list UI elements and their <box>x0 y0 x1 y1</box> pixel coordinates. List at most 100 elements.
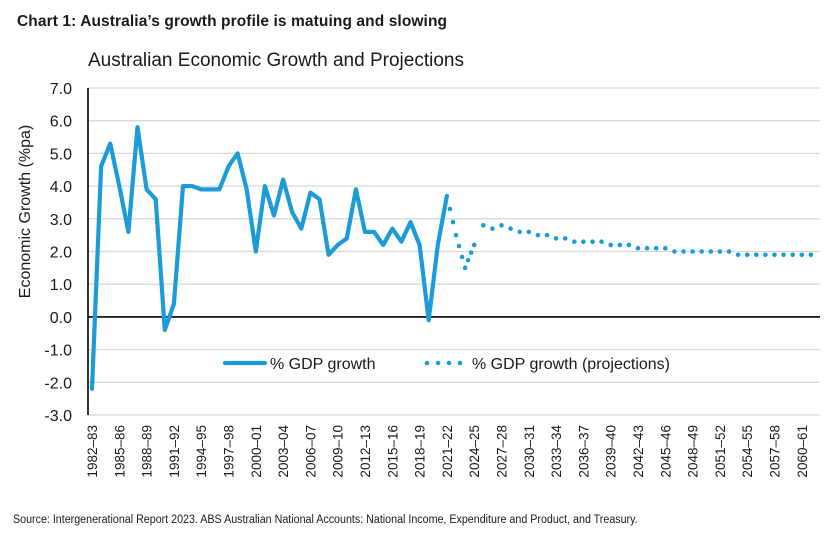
data-point-projection <box>535 232 541 238</box>
y-tick-label: -2.0 <box>44 375 72 392</box>
figure-heading: Chart 1: Australia’s growth profile is m… <box>17 13 448 30</box>
x-tick-label: 2057–58 <box>768 425 783 478</box>
x-tick-label: 2000–01 <box>249 425 264 478</box>
legend: % GDP growth % GDP growth (projections) <box>222 356 670 373</box>
y-tick-label: 5.0 <box>50 146 72 163</box>
data-point-projection <box>508 226 513 231</box>
data-point-projection <box>490 226 495 231</box>
x-tick-label: 2024–25 <box>467 425 482 478</box>
x-tick-label: 2015–16 <box>385 425 400 478</box>
data-point-projection <box>717 249 723 254</box>
data-point-projection <box>626 242 632 248</box>
x-tick-label: 2009–10 <box>331 425 346 478</box>
x-tick-label: 2045–46 <box>658 425 673 478</box>
x-tick-labels: 1982–83 1985–86 1988–89 1991–92 1994–95 1997–… <box>85 425 810 478</box>
data-point-projection <box>608 242 613 248</box>
series-line-gdp-growth <box>89 125 449 391</box>
data-point-projection <box>590 239 595 244</box>
legend-dot <box>446 360 452 366</box>
x-tick-label: 2003–04 <box>276 425 291 478</box>
x-tick-label: 2006–07 <box>303 425 318 478</box>
data-point-projection <box>517 229 522 235</box>
data-point-projection <box>581 239 586 244</box>
x-tick-label: 2030–31 <box>522 425 537 478</box>
data-point-projection <box>708 249 714 254</box>
data-point-projection <box>462 265 468 271</box>
data-point-projection <box>735 252 741 258</box>
x-tick-label: 2027–28 <box>495 425 510 478</box>
data-point-projection <box>663 245 668 251</box>
legend-label-gdp-growth: % GDP growth <box>270 356 376 373</box>
y-tick-label: 4.0 <box>50 179 72 196</box>
data-point-projection <box>681 249 686 254</box>
data-point-projection <box>468 250 474 255</box>
data-point-projection <box>599 239 604 244</box>
x-tick-label: 2051–52 <box>713 425 728 478</box>
data-point-projection <box>447 206 453 212</box>
y-tick-label: 1.0 <box>50 277 72 294</box>
gridlines <box>88 87 820 416</box>
data-point-projection <box>617 242 623 248</box>
data-point-projection <box>562 236 568 241</box>
data-point-projection <box>744 252 750 258</box>
data-point-projection <box>544 232 550 238</box>
data-point-projection <box>465 257 471 263</box>
series-group <box>89 125 814 391</box>
legend-dotted-swatch <box>424 360 463 366</box>
y-axis-label: Economic Growth (%pa) <box>17 125 34 298</box>
data-point-projection <box>672 249 677 254</box>
y-tick-label: -3.0 <box>44 408 72 425</box>
data-point-projection <box>781 252 786 258</box>
legend-label-projections: % GDP growth (projections) <box>472 356 670 373</box>
data-point-projection <box>572 239 577 244</box>
x-tick-label: 2042–43 <box>631 425 646 478</box>
x-tick-label: 1988–89 <box>140 425 155 478</box>
x-tick-label: 2018–19 <box>413 425 428 478</box>
y-tick-label: 3.0 <box>50 212 72 229</box>
x-tick-label: 1994–95 <box>194 425 209 478</box>
data-point-projection <box>526 229 532 235</box>
data-point-projection <box>456 243 462 249</box>
y-tick-label: 7.0 <box>50 81 72 98</box>
y-tick-label: -1.0 <box>44 343 72 360</box>
x-tick-label: 1997–98 <box>222 425 237 478</box>
x-tick-label: 2054–55 <box>740 425 755 478</box>
data-point-projection <box>754 252 759 258</box>
data-point-projection <box>481 223 486 228</box>
data-point-projection <box>799 252 805 258</box>
data-point-projection <box>726 249 732 254</box>
y-tick-label: 2.0 <box>50 245 72 262</box>
data-point-projection <box>499 223 504 228</box>
x-tick-label: 1985–86 <box>112 425 127 478</box>
x-tick-label: 2036–37 <box>576 425 591 478</box>
data-point-projection <box>450 219 456 225</box>
data-point-projection <box>772 252 777 258</box>
y-tick-label: 6.0 <box>50 114 72 131</box>
data-point-projection <box>699 249 704 254</box>
series-dots-projections <box>447 206 814 271</box>
x-tick-label: 2033–34 <box>549 425 564 478</box>
legend-dot <box>424 360 430 366</box>
x-tick-label: 2039–40 <box>604 425 619 478</box>
legend-dot <box>435 360 441 366</box>
data-point-projection <box>553 236 559 241</box>
data-point-projection <box>471 242 477 248</box>
x-tick-label: 2060–61 <box>795 425 810 478</box>
x-tick-label: 2021–22 <box>440 425 455 478</box>
data-point-projection <box>635 245 641 251</box>
x-tick-label: 1991–92 <box>167 425 182 478</box>
source-note: Source: Intergenerational Report 2023. A… <box>13 514 638 526</box>
x-tick-label: 2012–13 <box>358 425 373 478</box>
x-tick-label: 2048–49 <box>686 425 701 478</box>
data-point-projection <box>763 252 768 258</box>
data-point-projection <box>690 249 695 254</box>
data-point-projection <box>790 252 795 258</box>
legend-dot <box>457 360 463 366</box>
data-point-projection <box>459 254 465 260</box>
y-tick-labels: 7.0 6.0 5.0 4.0 3.0 2.0 1.0 0.0 -1.0 -2.0 -3.0 <box>44 81 72 425</box>
chart-title: Australian Economic Growth and Projectio… <box>88 50 464 71</box>
x-tick-label: 1982–83 <box>85 425 100 478</box>
data-point-projection <box>453 232 459 238</box>
data-point-projection <box>644 245 650 251</box>
